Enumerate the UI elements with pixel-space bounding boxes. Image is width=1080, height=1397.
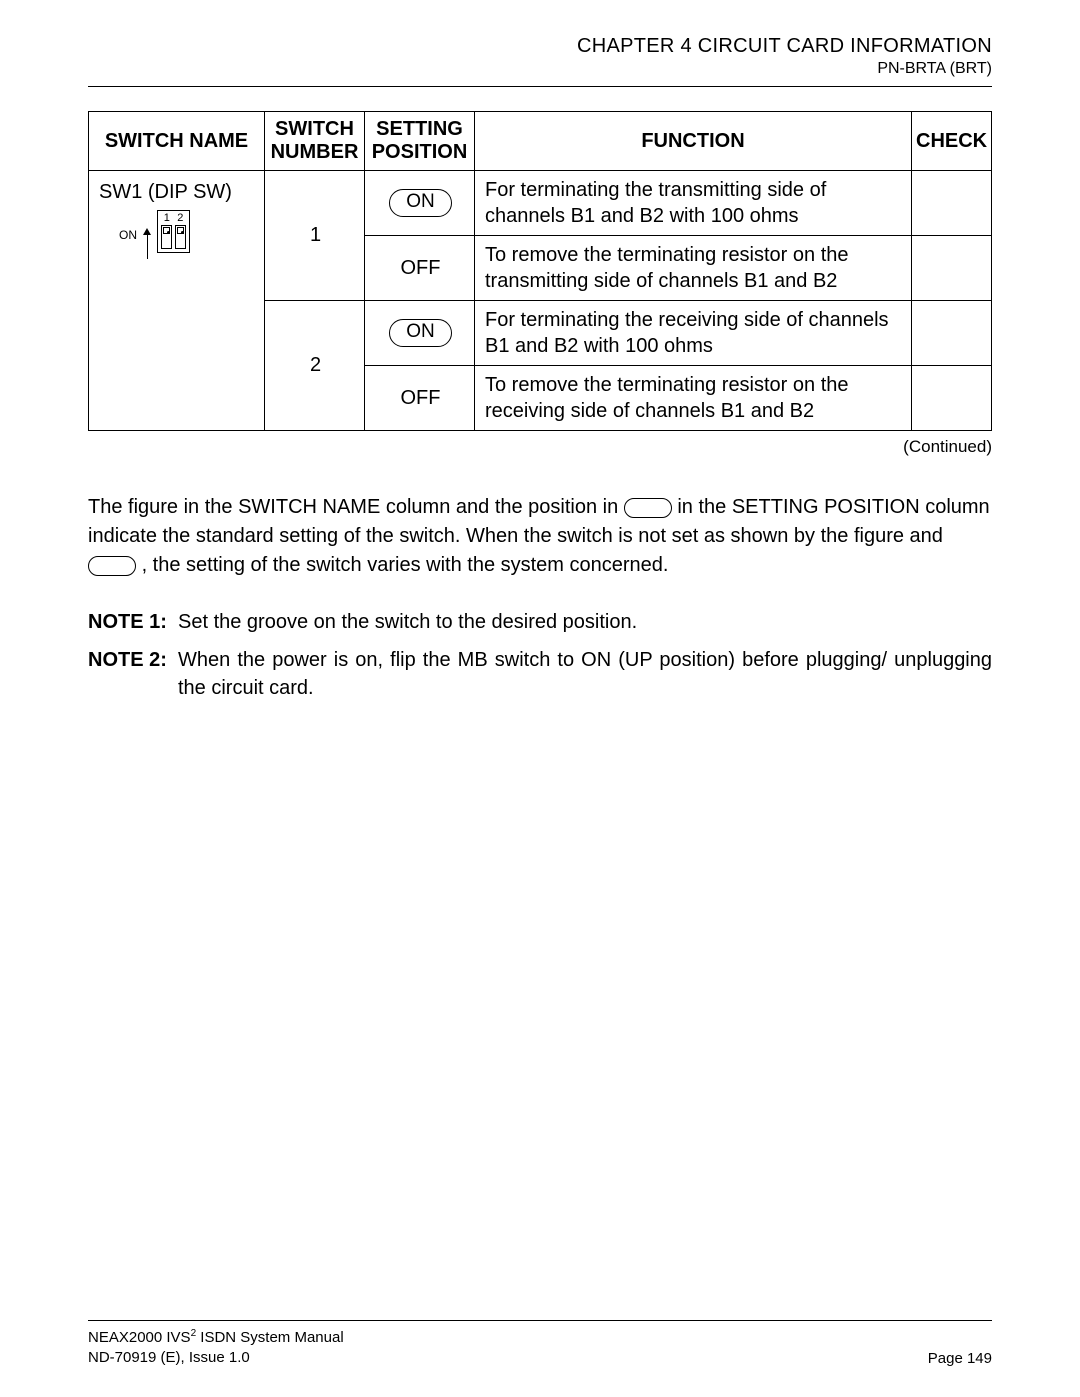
issue-line: ND-70919 (E), Issue 1.0 xyxy=(88,1349,250,1366)
setting-position-cell: OFF xyxy=(365,366,475,431)
body-paragraph: The figure in the SWITCH NAME column and… xyxy=(88,493,992,580)
note-text: When the power is on, flip the MB switch… xyxy=(178,646,992,702)
switch-number-cell: 2 xyxy=(265,301,365,431)
chapter-title: CHAPTER 4 CIRCUIT CARD INFORMATION xyxy=(88,35,992,58)
setting-position-cell: ON xyxy=(365,171,475,236)
th-switch-number-l1: SWITCH xyxy=(275,118,354,140)
th-setting-l2: POSITION xyxy=(372,141,468,163)
switch-name-label: SW1 (DIP SW) xyxy=(99,181,256,204)
note-label: NOTE 2: xyxy=(88,646,178,702)
table-header-row: SWITCH NAME SWITCH NUMBER SETTING POSITI… xyxy=(89,112,992,171)
check-cell xyxy=(912,171,992,236)
note-text: Set the groove on the switch to the desi… xyxy=(178,608,992,636)
check-cell xyxy=(912,366,992,431)
dip-slot-2 xyxy=(175,225,186,249)
dip-arrow-icon xyxy=(143,228,151,259)
table-body: SW1 (DIP SW) ON 1 2 xyxy=(89,171,992,431)
note-row: NOTE 2: When the power is on, flip the M… xyxy=(88,646,992,702)
table-row: SW1 (DIP SW) ON 1 2 xyxy=(89,171,992,236)
dip-box: 1 2 xyxy=(157,210,190,253)
th-switch-number-l2: NUMBER xyxy=(271,141,359,163)
function-cell: To remove the terminating resistor on th… xyxy=(475,366,912,431)
switch-name-cell: SW1 (DIP SW) ON 1 2 xyxy=(89,171,265,431)
card-name: PN-BRTA (BRT) xyxy=(88,60,992,78)
function-cell: To remove the terminating resistor on th… xyxy=(475,236,912,301)
th-setting-position: SETTING POSITION xyxy=(365,112,475,171)
check-cell xyxy=(912,236,992,301)
footer-left: NEAX2000 IVS2 ISDN System Manual ND-7091… xyxy=(88,1327,344,1367)
notes-block: NOTE 1: Set the groove on the switch to … xyxy=(88,608,992,702)
th-function: FUNCTION xyxy=(475,112,912,171)
dip-slot-1 xyxy=(161,225,172,249)
page-header: CHAPTER 4 CIRCUIT CARD INFORMATION PN-BR… xyxy=(88,35,992,78)
th-setting-l1: SETTING xyxy=(376,118,463,140)
switch-number-cell: 1 xyxy=(265,171,365,301)
manual-name-a: NEAX2000 IVS xyxy=(88,1329,191,1346)
note-label: NOTE 1: xyxy=(88,608,178,636)
page-number: Page 149 xyxy=(928,1350,992,1367)
dip-num-1: 1 xyxy=(164,213,170,224)
dip-switch-figure: ON 1 2 xyxy=(119,210,256,259)
on-pill: ON xyxy=(389,189,452,217)
page: CHAPTER 4 CIRCUIT CARD INFORMATION PN-BR… xyxy=(0,0,1080,1397)
setting-position-cell: ON xyxy=(365,301,475,366)
para1c: , the setting of the switch varies with … xyxy=(142,554,669,576)
th-switch-number: SWITCH NUMBER xyxy=(265,112,365,171)
header-rule xyxy=(88,86,992,87)
function-cell: For terminating the receiving side of ch… xyxy=(475,301,912,366)
th-check: CHECK xyxy=(912,112,992,171)
inline-pill-icon xyxy=(624,498,672,518)
note-row: NOTE 1: Set the groove on the switch to … xyxy=(88,608,992,636)
function-cell: For terminating the transmitting side of… xyxy=(475,171,912,236)
dip-on-label: ON xyxy=(119,228,137,242)
para1a: The figure in the SWITCH NAME column and… xyxy=(88,496,624,518)
continued-label: (Continued) xyxy=(88,437,992,457)
manual-name-b: ISDN System Manual xyxy=(196,1329,344,1346)
dip-num-2: 2 xyxy=(177,213,183,224)
check-cell xyxy=(912,301,992,366)
page-footer: NEAX2000 IVS2 ISDN System Manual ND-7091… xyxy=(88,1320,992,1367)
switch-table: SWITCH NAME SWITCH NUMBER SETTING POSITI… xyxy=(88,111,992,431)
th-switch-name: SWITCH NAME xyxy=(89,112,265,171)
footer-rule xyxy=(88,1320,992,1321)
inline-pill-icon xyxy=(88,556,136,576)
on-pill: ON xyxy=(389,319,452,347)
setting-position-cell: OFF xyxy=(365,236,475,301)
